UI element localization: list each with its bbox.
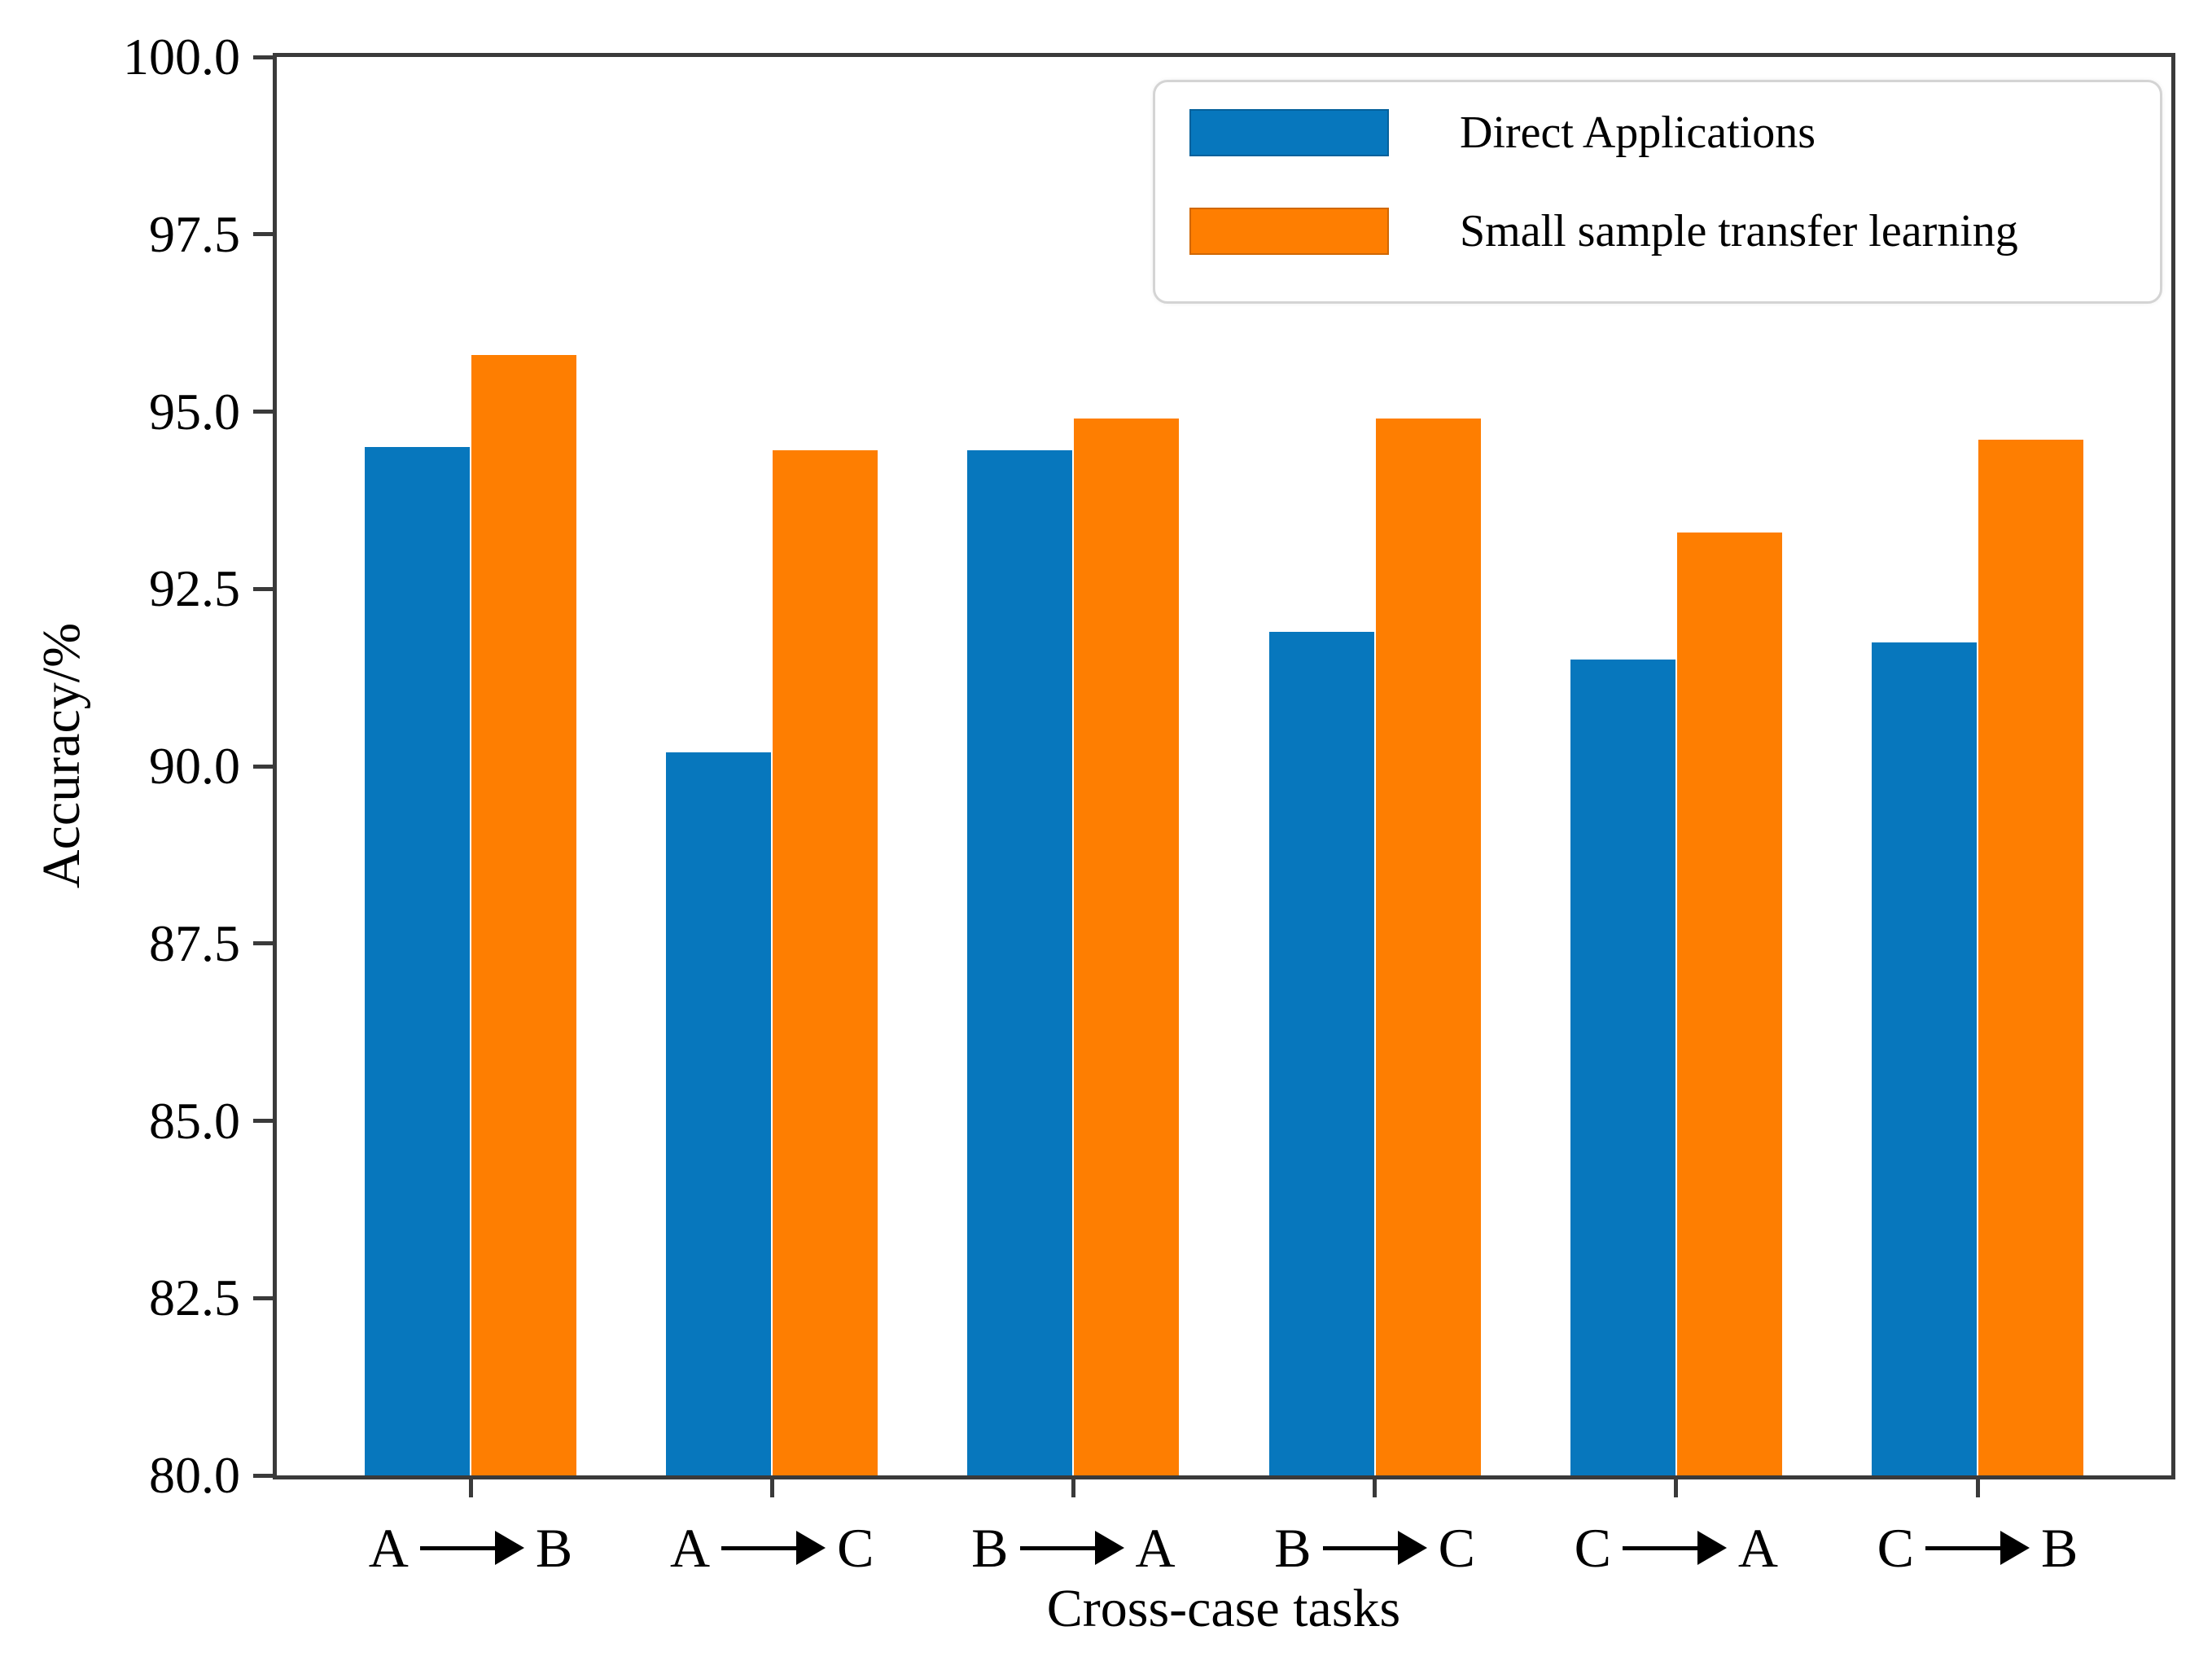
y-tick-mark: [253, 1119, 275, 1123]
right-arrow-icon: [1322, 1531, 1427, 1565]
category-from-letter: B: [971, 1516, 1009, 1579]
bar-small-sample-transfer-learning-B-to-C: [1375, 419, 1481, 1475]
x-tick-mark: [1071, 1475, 1075, 1497]
y-tick-label: 97.5: [149, 204, 240, 263]
legend-label: Small sample transfer learning: [1460, 206, 2018, 256]
right-arrow-icon: [1622, 1531, 1727, 1565]
y-tick-mark: [253, 764, 275, 769]
y-tick-label: 92.5: [149, 559, 240, 618]
y-tick-mark: [253, 55, 275, 59]
category-to-letter: A: [1737, 1516, 1779, 1579]
bar-small-sample-transfer-learning-A-to-B: [471, 355, 576, 1475]
category-to-letter: A: [1135, 1516, 1176, 1579]
category-from-letter: A: [368, 1516, 409, 1579]
bar-direct-applications-C-to-A: [1570, 660, 1675, 1475]
right-arrow-icon: [1925, 1531, 2030, 1565]
legend: Direct Applications Small sample transfer…: [1153, 80, 2162, 304]
y-tick-mark: [253, 1473, 275, 1478]
x-tick-mark: [1975, 1475, 1980, 1497]
y-axis-title: Accuracy/%: [32, 622, 91, 889]
category-to-letter: B: [535, 1516, 573, 1579]
bar-small-sample-transfer-learning-C-to-B: [1978, 440, 2083, 1475]
y-tick-label: 80.0: [149, 1446, 240, 1504]
category-from-letter: A: [669, 1516, 711, 1579]
category-from-letter: B: [1274, 1516, 1312, 1579]
y-tick-mark: [253, 586, 275, 591]
category-from-letter: C: [1574, 1516, 1611, 1579]
bar-small-sample-transfer-learning-B-to-A: [1074, 419, 1180, 1475]
legend-label: Direct Applications: [1460, 107, 1816, 158]
y-tick-label: 100.0: [123, 28, 240, 85]
x-tick-mark: [769, 1475, 774, 1497]
y-tick-mark: [253, 1295, 275, 1300]
bar-direct-applications-A-to-C: [666, 752, 772, 1475]
category-to-letter: C: [1438, 1516, 1475, 1579]
y-tick-label: 87.5: [149, 914, 240, 972]
legend-swatch-small-sample-transfer-learning: [1189, 208, 1389, 255]
category-to-letter: B: [2041, 1516, 2078, 1579]
right-arrow-icon: [419, 1531, 524, 1565]
category-from-letter: C: [1877, 1516, 1914, 1579]
category-to-letter: C: [837, 1516, 874, 1579]
bar-small-sample-transfer-learning-C-to-A: [1676, 533, 1782, 1475]
y-tick-label: 90.0: [149, 737, 240, 795]
x-tick-mark: [1373, 1475, 1378, 1497]
y-tick-mark: [253, 941, 275, 946]
y-tick-mark: [253, 410, 275, 414]
x-tick-mark: [468, 1475, 473, 1497]
y-tick-label: 85.0: [149, 1091, 240, 1150]
bar-small-sample-transfer-learning-A-to-C: [773, 450, 878, 1475]
y-tick-mark: [253, 232, 275, 237]
bar-direct-applications-B-to-C: [1268, 632, 1374, 1475]
x-tick-mark: [1674, 1475, 1679, 1497]
y-tick-label: 95.0: [149, 382, 240, 441]
x-axis-title: Cross-case tasks: [1046, 1579, 1401, 1638]
bar-direct-applications-B-to-A: [967, 450, 1073, 1475]
right-arrow-icon: [721, 1531, 826, 1565]
y-tick-label: 82.5: [149, 1269, 240, 1327]
bar-direct-applications-C-to-B: [1872, 642, 1977, 1475]
legend-swatch-direct-applications: [1189, 109, 1389, 156]
right-arrow-icon: [1019, 1531, 1124, 1565]
bars-layer: [277, 57, 2171, 1475]
bar-direct-applications-A-to-B: [365, 447, 470, 1475]
